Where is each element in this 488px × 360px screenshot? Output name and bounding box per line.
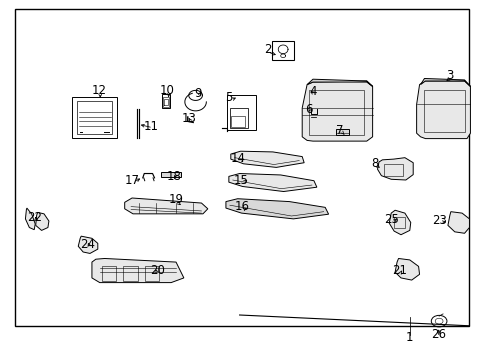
Bar	[163, 97, 169, 107]
Text: 17: 17	[124, 174, 139, 186]
Text: 2: 2	[264, 43, 271, 56]
Text: 26: 26	[430, 328, 445, 341]
Text: 16: 16	[234, 201, 249, 213]
Polygon shape	[416, 81, 469, 139]
Polygon shape	[377, 158, 412, 180]
Bar	[144, 266, 159, 281]
Text: 7: 7	[335, 124, 343, 137]
Text: 10: 10	[160, 84, 174, 97]
Polygon shape	[228, 174, 316, 192]
Text: 9: 9	[193, 87, 201, 100]
Polygon shape	[36, 212, 49, 230]
Text: 14: 14	[231, 152, 245, 165]
Bar	[227, 95, 255, 130]
Polygon shape	[306, 79, 372, 86]
Polygon shape	[124, 198, 207, 214]
Polygon shape	[394, 258, 419, 280]
Polygon shape	[447, 212, 468, 233]
Text: 19: 19	[168, 193, 183, 206]
Text: 8: 8	[370, 157, 378, 170]
Text: 6: 6	[305, 103, 312, 116]
Text: 18: 18	[166, 170, 181, 183]
Bar	[161, 172, 181, 177]
Text: 4: 4	[308, 85, 316, 98]
Bar	[383, 164, 403, 176]
Bar	[308, 90, 363, 135]
Polygon shape	[92, 258, 183, 283]
Text: 1: 1	[405, 331, 413, 344]
Bar	[271, 41, 294, 60]
Bar	[162, 94, 170, 108]
Polygon shape	[420, 78, 469, 86]
Bar	[229, 108, 248, 128]
Text: 5: 5	[224, 91, 232, 104]
Bar	[123, 266, 138, 281]
Polygon shape	[25, 208, 35, 230]
Bar	[102, 266, 116, 281]
Bar	[231, 116, 244, 127]
Text: 22: 22	[27, 211, 41, 224]
Bar	[72, 97, 117, 138]
Text: 24: 24	[81, 238, 95, 251]
Text: 25: 25	[383, 213, 398, 226]
Bar	[336, 129, 348, 135]
Polygon shape	[388, 210, 410, 235]
Polygon shape	[230, 151, 304, 167]
Text: 15: 15	[234, 174, 248, 186]
Text: 12: 12	[91, 84, 106, 96]
Polygon shape	[225, 199, 328, 219]
Text: 3: 3	[445, 69, 453, 82]
Text: 11: 11	[144, 120, 159, 132]
Bar	[393, 217, 404, 228]
Text: 21: 21	[392, 264, 407, 277]
Text: 23: 23	[431, 214, 446, 227]
Text: 20: 20	[150, 264, 164, 277]
Bar	[77, 101, 112, 134]
Bar	[15, 9, 468, 326]
Text: 13: 13	[181, 112, 196, 125]
Polygon shape	[302, 81, 372, 141]
Bar	[424, 90, 464, 132]
Polygon shape	[78, 236, 98, 253]
